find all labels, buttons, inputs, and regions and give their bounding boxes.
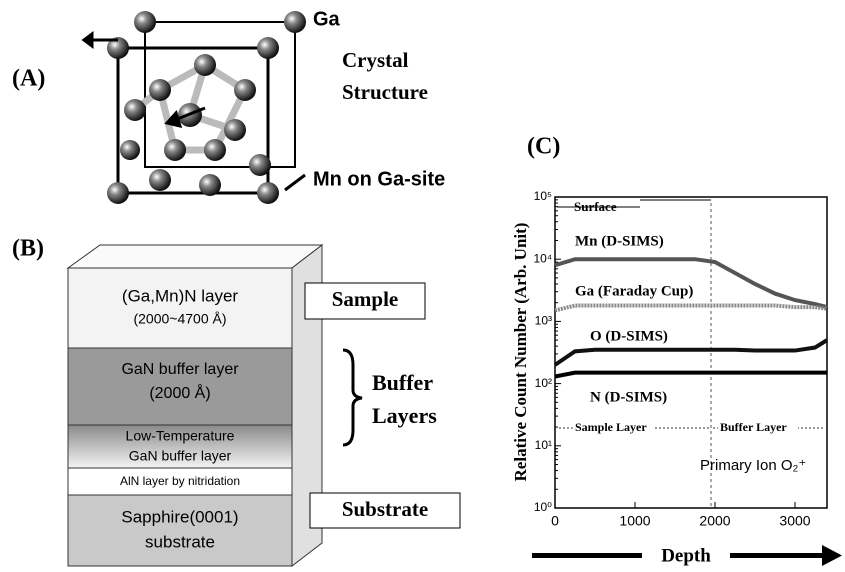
layer-label: Low-Temperature	[126, 428, 235, 444]
plot-frame	[554, 196, 828, 509]
substrate-label: Substrate	[342, 497, 428, 521]
series-label: Ga (Faraday Cup)	[575, 283, 693, 299]
series-line	[554, 303, 828, 313]
atom-label: Ga	[313, 8, 341, 30]
annotation: Primary Ion O₂⁺	[700, 457, 806, 474]
panel-c: (C) 10⁰ 10¹ 10² 10³ 10⁴ 10⁵ 0 1000 2000 3000 Surfac…	[511, 134, 842, 566]
y-tick-label: 10³	[535, 314, 552, 328]
y-tick-label: 10¹	[535, 438, 552, 452]
y-tick-label: 10⁵	[534, 189, 552, 203]
atoms	[107, 11, 306, 204]
y-tick-label: 10⁴	[533, 251, 552, 265]
panel-a: (A) Ga Crystal Structure Mn on Ga-site	[12, 8, 445, 204]
x-axis-label: Depth	[661, 545, 711, 566]
y-tick-label: 10²	[535, 376, 552, 390]
sample-label: Sample	[332, 287, 399, 311]
annotation: Surface	[574, 199, 617, 214]
series-label: N (D-SIMS)	[590, 389, 667, 405]
x-tick-label: 3000	[779, 513, 810, 529]
x-tick-label: 1000	[619, 513, 650, 529]
arrows	[81, 31, 306, 192]
buffer-label: Layers	[372, 403, 437, 428]
layer-label: Sapphire(0001)	[121, 507, 238, 526]
layer-label: (2000 Å)	[149, 383, 210, 402]
layer-stack	[66, 243, 324, 568]
series-line	[554, 370, 827, 379]
x-axis-arrow	[532, 553, 642, 558]
label-box	[304, 282, 426, 320]
series-label: O (D-SIMS)	[590, 328, 668, 344]
label-box	[309, 492, 461, 529]
panel-label: (C)	[527, 134, 560, 160]
series-label: Mn (D-SIMS)	[575, 233, 664, 249]
y-tick-label: 10⁰	[534, 500, 552, 514]
panel-b: (B) (Ga,Mn)N layer (2000~4700 Å) GaN buf…	[12, 236, 461, 568]
layer-label: AlN layer by nitridation	[120, 474, 240, 488]
x-axis-arrowhead	[822, 545, 842, 566]
y-axis-label: Relative Count Number (Arb. Unit)	[511, 223, 530, 482]
x-axis-arrow	[730, 553, 825, 558]
layer-label: GaN buffer layer	[121, 361, 239, 378]
layer-label: (2000~4700 Å)	[133, 311, 226, 327]
brace	[342, 348, 363, 447]
panel-label: (B)	[12, 236, 44, 262]
panel-label: (A)	[12, 66, 45, 92]
annotation: Buffer Layer	[720, 420, 787, 434]
annotation: Sample Layer	[575, 420, 647, 434]
layer-label: substrate	[145, 532, 215, 551]
buffer-label: Buffer	[372, 370, 433, 395]
layer-label: (Ga,Mn)N layer	[122, 286, 239, 305]
annotation-bg	[573, 420, 653, 436]
x-tick-label: 2000	[699, 513, 730, 529]
unit-cell	[116, 21, 296, 195]
layer-label: GaN buffer layer	[129, 448, 232, 464]
x-tick-label: 0	[551, 513, 559, 529]
caption: Crystal	[342, 48, 409, 72]
annotation-bg	[718, 420, 798, 436]
caption: Structure	[342, 80, 428, 104]
series-line	[553, 338, 829, 367]
dopant-label: Mn on Ga-site	[313, 168, 445, 190]
series-line	[554, 257, 828, 310]
